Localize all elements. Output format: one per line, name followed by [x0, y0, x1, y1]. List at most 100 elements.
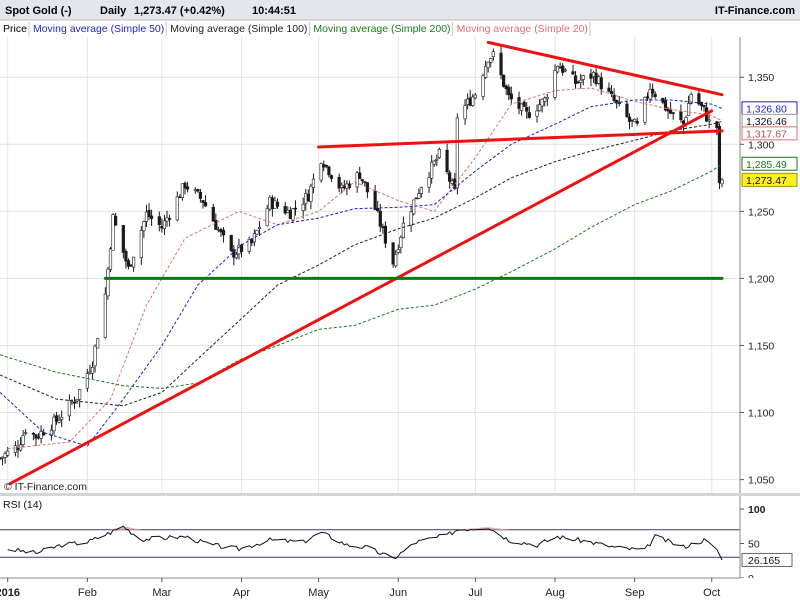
candle-body [162, 220, 167, 229]
candle-body [57, 420, 61, 423]
x-axis-area [0, 578, 800, 600]
candle-body [607, 87, 611, 92]
candle-body [645, 96, 650, 99]
x-tick-label: May [308, 587, 329, 599]
last-value-label: 1,326.46 [746, 116, 787, 128]
candle-body [252, 233, 256, 243]
candle-body [612, 94, 616, 101]
trendline[interactable] [486, 40, 724, 97]
candle-body [129, 264, 133, 267]
candle-body [681, 120, 686, 125]
candle-body [594, 72, 598, 84]
candle-body [481, 75, 485, 97]
candle-body [499, 52, 503, 76]
candle-body [519, 103, 524, 111]
candle-body [525, 107, 529, 112]
candle-body [381, 226, 385, 229]
candle-body [21, 435, 25, 445]
candle-body [203, 202, 208, 207]
candle-body [563, 69, 567, 72]
candle-body [0, 456, 5, 459]
candle-body [591, 72, 596, 77]
watermark-text: © IT-Finance.com [4, 481, 87, 493]
candle-body [363, 181, 367, 184]
candle-body [625, 103, 629, 117]
candle-body [471, 96, 475, 106]
candle-body [327, 166, 331, 176]
candle-body [633, 119, 637, 123]
candle-body [378, 210, 382, 227]
candle-body [52, 416, 56, 432]
brand-label: IT-Finance.com [715, 5, 795, 17]
candle-body [111, 214, 115, 251]
candle-body [663, 100, 668, 111]
candle-body [468, 97, 472, 106]
candle-body [114, 215, 118, 226]
candle-body [599, 77, 603, 90]
candle-body [376, 208, 380, 212]
candle-body [507, 86, 511, 96]
candle-body [319, 163, 323, 181]
candle-body [473, 94, 477, 99]
candle-body [617, 102, 621, 104]
candle-body [427, 177, 431, 188]
rsi-line [7, 525, 723, 561]
candle-body [651, 88, 655, 94]
last-value-tag [741, 156, 798, 171]
y-tick-label: 1,350 [748, 72, 774, 84]
candle-body [211, 206, 215, 222]
candle-body [401, 222, 406, 239]
last-value-label: 1,273.47 [746, 175, 787, 187]
candle-body [720, 179, 724, 185]
trendline[interactable] [8, 109, 714, 486]
candle-body [715, 121, 719, 129]
rsi-overbought-fill [488, 526, 509, 530]
last-quote: 1,273.47 (+0.42%) [134, 5, 225, 17]
candle-body [391, 242, 395, 265]
candle-body [419, 187, 423, 194]
candle-body [383, 225, 388, 244]
candle-body [178, 196, 182, 199]
candle-body [322, 164, 326, 168]
x-tick-label: Jun [389, 587, 407, 599]
rsi-overbought-fill [110, 526, 124, 530]
candle-body [448, 172, 452, 182]
x-tick-label: Feb [78, 587, 97, 599]
candle-body [214, 220, 218, 230]
candle-body [229, 235, 233, 251]
candle-body [430, 161, 434, 179]
candle-body [489, 58, 493, 63]
y-tick-label: 1,200 [748, 273, 774, 285]
candle-body [121, 225, 125, 253]
candle-body [193, 189, 197, 192]
candle-body [144, 211, 149, 222]
candle-body [579, 79, 583, 83]
candle-body [288, 210, 292, 220]
candle-body [679, 111, 683, 121]
candle-body [183, 182, 187, 189]
candle-body [553, 70, 557, 98]
trendline[interactable] [317, 129, 724, 149]
candle-body [239, 244, 244, 252]
candle-body [555, 66, 560, 73]
candle-body [445, 149, 449, 172]
candle-body [39, 431, 43, 439]
candle-body [304, 193, 308, 204]
candle-body [486, 62, 490, 68]
candle-body [347, 183, 352, 189]
candle-body [561, 65, 565, 73]
candle-body [615, 100, 619, 103]
y-tick-label: 1,150 [748, 340, 774, 352]
candle-body [78, 389, 82, 400]
candle-body [509, 93, 513, 100]
candle-body [630, 119, 634, 122]
candle-body [635, 120, 639, 124]
candle-body [221, 229, 226, 236]
candle-body [301, 203, 305, 211]
rsi-label: RSI (14) [3, 499, 42, 511]
candle-body [196, 189, 200, 192]
candle-body [671, 112, 675, 114]
candle-body [573, 75, 578, 84]
candle-body [88, 371, 92, 374]
